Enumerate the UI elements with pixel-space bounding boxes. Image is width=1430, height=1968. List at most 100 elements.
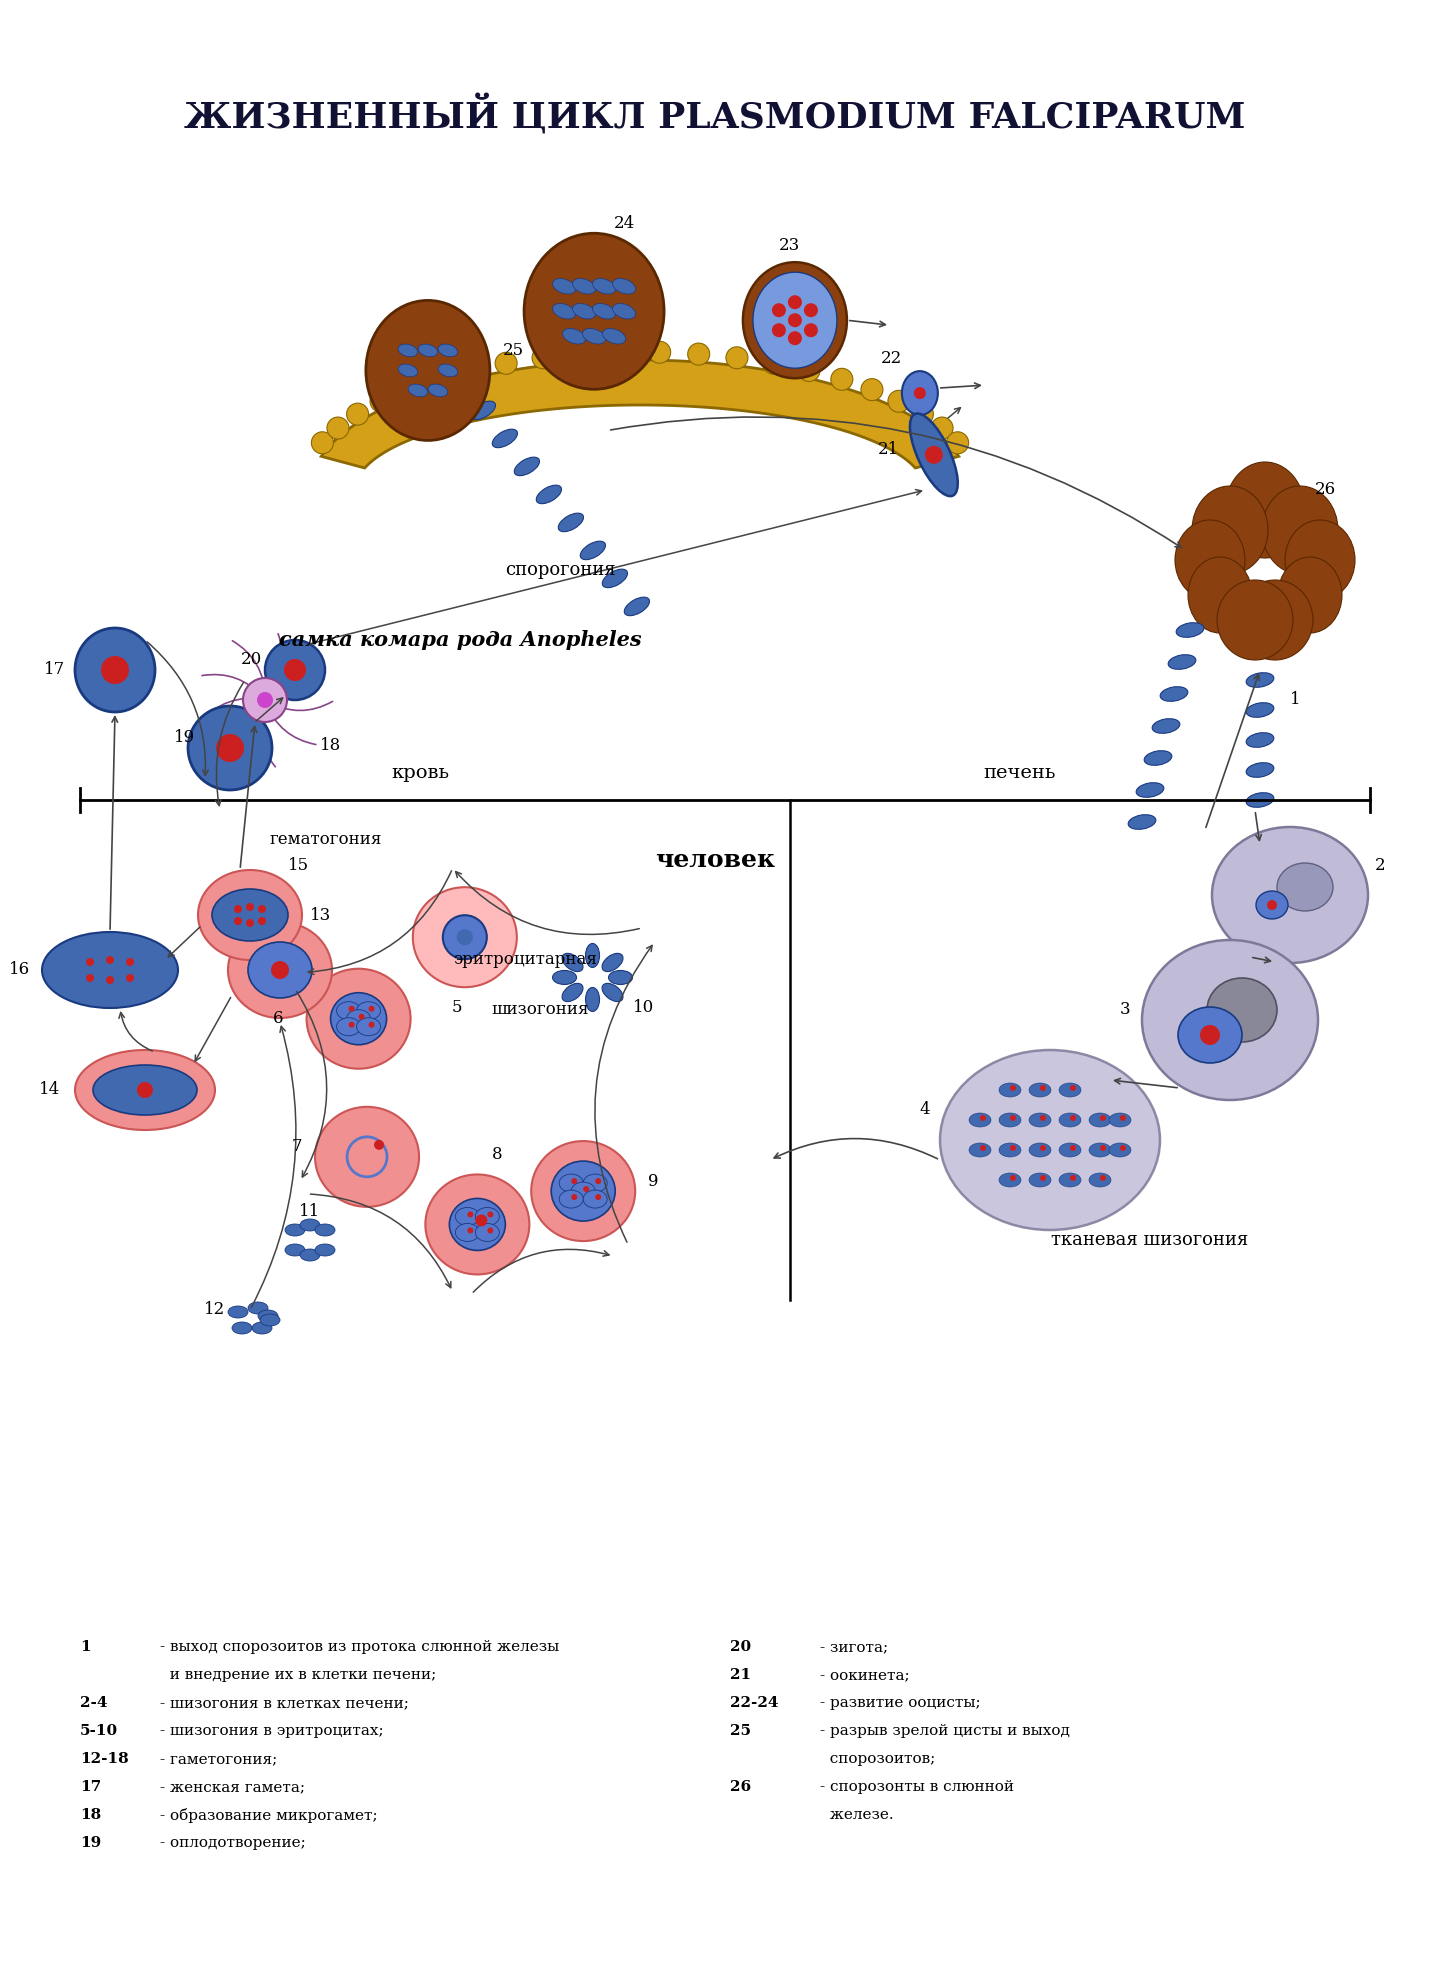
- Ellipse shape: [428, 384, 448, 398]
- Text: 2-4: 2-4: [80, 1696, 107, 1710]
- Ellipse shape: [356, 1002, 380, 1019]
- Text: 1: 1: [1290, 691, 1301, 708]
- Ellipse shape: [585, 988, 599, 1012]
- Ellipse shape: [1207, 978, 1277, 1041]
- Text: - оокинета;: - оокинета;: [819, 1669, 909, 1683]
- Ellipse shape: [947, 431, 968, 455]
- Text: 20: 20: [240, 651, 262, 669]
- Ellipse shape: [93, 1065, 197, 1116]
- Circle shape: [475, 1214, 488, 1226]
- Text: - шизогония в эритроцитах;: - шизогония в эритроцитах;: [160, 1724, 383, 1738]
- Text: 26: 26: [1316, 482, 1336, 498]
- Ellipse shape: [227, 921, 332, 1017]
- Circle shape: [488, 1212, 493, 1218]
- Text: - гаметогония;: - гаметогония;: [160, 1752, 277, 1765]
- Text: 19: 19: [174, 730, 194, 746]
- Ellipse shape: [366, 301, 490, 441]
- Circle shape: [369, 1006, 375, 1012]
- Circle shape: [571, 1179, 578, 1185]
- Circle shape: [772, 323, 787, 337]
- Ellipse shape: [1213, 827, 1369, 962]
- Ellipse shape: [247, 1303, 267, 1315]
- Text: 19: 19: [80, 1836, 102, 1850]
- Ellipse shape: [1000, 1173, 1021, 1187]
- Ellipse shape: [243, 679, 287, 722]
- Ellipse shape: [1110, 1114, 1131, 1128]
- Ellipse shape: [1090, 1114, 1111, 1128]
- Text: 10: 10: [632, 1000, 654, 1015]
- Ellipse shape: [1030, 1143, 1051, 1157]
- Text: 16: 16: [9, 962, 30, 978]
- Text: 21: 21: [729, 1669, 751, 1683]
- Ellipse shape: [1060, 1082, 1081, 1096]
- Ellipse shape: [1237, 581, 1313, 659]
- Text: - образование микрогамет;: - образование микрогамет;: [160, 1809, 378, 1822]
- Ellipse shape: [265, 640, 325, 701]
- Ellipse shape: [1193, 486, 1268, 575]
- Ellipse shape: [1000, 1082, 1021, 1096]
- Text: 7: 7: [292, 1138, 302, 1155]
- Ellipse shape: [831, 368, 852, 390]
- Ellipse shape: [515, 457, 539, 476]
- Text: 6: 6: [273, 1010, 283, 1027]
- Ellipse shape: [1217, 581, 1293, 659]
- Ellipse shape: [571, 342, 592, 366]
- Circle shape: [1100, 1175, 1105, 1181]
- Ellipse shape: [861, 378, 882, 401]
- Ellipse shape: [438, 364, 458, 376]
- Text: 25: 25: [729, 1724, 751, 1738]
- Text: 18: 18: [320, 736, 342, 754]
- Ellipse shape: [1153, 718, 1180, 734]
- Ellipse shape: [252, 1322, 272, 1334]
- Ellipse shape: [625, 596, 649, 616]
- Ellipse shape: [1030, 1114, 1051, 1128]
- Ellipse shape: [888, 390, 909, 411]
- Ellipse shape: [558, 514, 583, 531]
- Ellipse shape: [41, 933, 177, 1008]
- Circle shape: [106, 956, 114, 964]
- Ellipse shape: [306, 968, 410, 1069]
- Ellipse shape: [257, 1311, 277, 1322]
- Text: 4: 4: [919, 1102, 930, 1118]
- Ellipse shape: [336, 1017, 360, 1035]
- Text: и внедрение их в клетки печени;: и внедрение их в клетки печени;: [160, 1669, 436, 1683]
- Text: 9: 9: [648, 1173, 658, 1189]
- Ellipse shape: [74, 1051, 214, 1130]
- Ellipse shape: [300, 1250, 320, 1261]
- Ellipse shape: [315, 1244, 335, 1256]
- Text: гематогония: гематогония: [270, 832, 382, 848]
- Ellipse shape: [762, 352, 785, 374]
- Ellipse shape: [470, 401, 496, 419]
- Ellipse shape: [562, 953, 583, 972]
- Text: 26: 26: [729, 1779, 751, 1795]
- Ellipse shape: [370, 390, 392, 411]
- Ellipse shape: [1286, 520, 1356, 600]
- Ellipse shape: [1060, 1173, 1081, 1187]
- Ellipse shape: [312, 431, 333, 455]
- Ellipse shape: [1137, 783, 1164, 797]
- Circle shape: [216, 734, 245, 762]
- Circle shape: [468, 1212, 473, 1218]
- Circle shape: [1010, 1084, 1015, 1090]
- Circle shape: [980, 1145, 987, 1151]
- Text: 21: 21: [878, 441, 899, 459]
- Ellipse shape: [592, 279, 615, 293]
- Ellipse shape: [612, 303, 635, 319]
- Ellipse shape: [1090, 1143, 1111, 1157]
- Ellipse shape: [492, 429, 518, 447]
- Ellipse shape: [688, 342, 709, 366]
- Ellipse shape: [438, 344, 458, 356]
- Ellipse shape: [1263, 486, 1338, 575]
- Ellipse shape: [74, 628, 154, 712]
- Circle shape: [285, 659, 306, 681]
- Ellipse shape: [443, 915, 486, 958]
- Text: 5-10: 5-10: [80, 1724, 119, 1738]
- Ellipse shape: [532, 346, 553, 368]
- Ellipse shape: [212, 890, 287, 941]
- Ellipse shape: [475, 1208, 499, 1226]
- Ellipse shape: [609, 970, 632, 984]
- Ellipse shape: [552, 279, 576, 293]
- Ellipse shape: [602, 329, 625, 344]
- Ellipse shape: [970, 1143, 991, 1157]
- Ellipse shape: [562, 329, 586, 344]
